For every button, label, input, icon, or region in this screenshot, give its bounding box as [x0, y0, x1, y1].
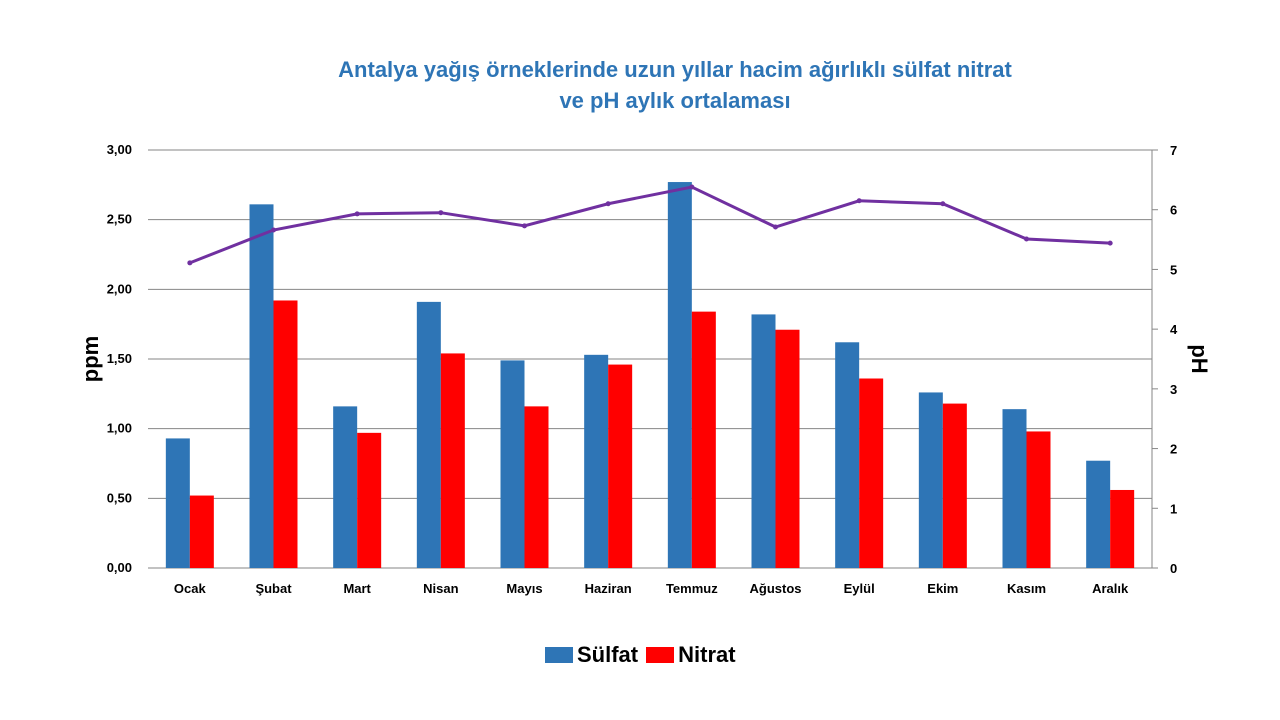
bar-nitrat [691, 311, 716, 568]
chart-title: Antalya yağış örneklerinde uzun yıllar h… [0, 54, 1280, 116]
ph-point [689, 184, 695, 190]
bar-sülfat [918, 392, 943, 568]
y2-tick-label: 6 [1170, 203, 1177, 218]
ph-point [438, 210, 444, 216]
y-axis-title: ppm [78, 336, 103, 382]
y2-tick-label: 4 [1170, 322, 1178, 337]
x-tick-label: Ekim [927, 581, 958, 596]
bar-sülfat [500, 360, 525, 568]
legend-item-nitrat: Nitrat [646, 642, 736, 668]
y-tick-label: 1,50 [107, 351, 132, 366]
y2-axis-title: pH [1187, 344, 1212, 373]
bar-nitrat [775, 329, 800, 568]
legend-label-nitrat: Nitrat [678, 642, 736, 667]
ph-point [940, 201, 946, 207]
bar-nitrat [1110, 489, 1135, 568]
ph-point [271, 227, 276, 233]
bar-nitrat [1026, 431, 1051, 568]
bar-nitrat [608, 364, 633, 568]
x-tick-label: Aralık [1092, 581, 1129, 596]
x-tick-label: Nisan [423, 581, 458, 596]
ph-point [187, 260, 193, 266]
bar-nitrat [859, 378, 884, 568]
legend-item-sulfat: Sülfat [545, 642, 638, 668]
title-line-1: Antalya yağış örneklerinde uzun yıllar h… [338, 57, 1012, 82]
x-tick-label: Kasım [1007, 581, 1046, 596]
bar-sülfat [835, 342, 860, 568]
bar-sülfat [584, 354, 609, 568]
x-tick-label: Mayıs [506, 581, 542, 596]
ph-point [522, 223, 527, 229]
x-tick-label: Mart [343, 581, 371, 596]
title-line-2: ve pH aylık ortalaması [559, 88, 791, 113]
legend-label-sulfat: Sülfat [577, 642, 639, 667]
y2-tick-label: 5 [1170, 262, 1177, 277]
bar-nitrat [524, 406, 549, 568]
bar-nitrat [942, 403, 967, 568]
bar-sülfat [416, 301, 441, 568]
y-tick-label: 3,00 [107, 142, 132, 157]
y-tick-label: 0,00 [107, 560, 132, 575]
bar-sülfat [165, 438, 190, 568]
ph-point [354, 211, 360, 217]
ph-point [1107, 240, 1113, 246]
y2-tick-label: 3 [1170, 382, 1177, 397]
ph-point [1024, 236, 1029, 242]
y2-tick-label: 0 [1170, 561, 1177, 576]
ph-point [773, 224, 778, 230]
x-tick-label: Ocak [174, 581, 207, 596]
y-tick-label: 2,00 [107, 281, 132, 296]
x-tick-label: Haziran [585, 581, 632, 596]
bar-sülfat [1086, 460, 1111, 568]
bar-nitrat [189, 495, 214, 568]
y-tick-label: 1,00 [107, 421, 132, 436]
y-tick-label: 2,50 [107, 212, 132, 227]
x-tick-label: Şubat [255, 581, 292, 596]
bar-sülfat [333, 406, 358, 568]
bar-nitrat [273, 300, 298, 568]
y-tick-label: 0,50 [107, 490, 132, 505]
ph-line [189, 185, 1111, 265]
legend: Sülfat Nitrat [545, 642, 744, 668]
x-tick-label: Temmuz [666, 581, 718, 596]
x-tick-label: Ağustos [750, 581, 802, 596]
y2-tick-label: 7 [1170, 143, 1177, 158]
bar-sülfat [1002, 409, 1027, 568]
x-tick-label: Eylül [844, 581, 875, 596]
ph-point [605, 201, 611, 207]
bar-nitrat [357, 432, 382, 568]
bar-sülfat [751, 314, 776, 568]
ph-point [856, 198, 862, 204]
legend-swatch-nitrat [646, 647, 675, 663]
bar-nitrat [440, 353, 465, 568]
y2-tick-label: 1 [1170, 501, 1177, 516]
bar-sülfat [667, 182, 692, 568]
y2-tick-label: 2 [1170, 442, 1177, 457]
bar-sülfat [249, 204, 274, 568]
legend-swatch-sulfat [545, 647, 573, 663]
